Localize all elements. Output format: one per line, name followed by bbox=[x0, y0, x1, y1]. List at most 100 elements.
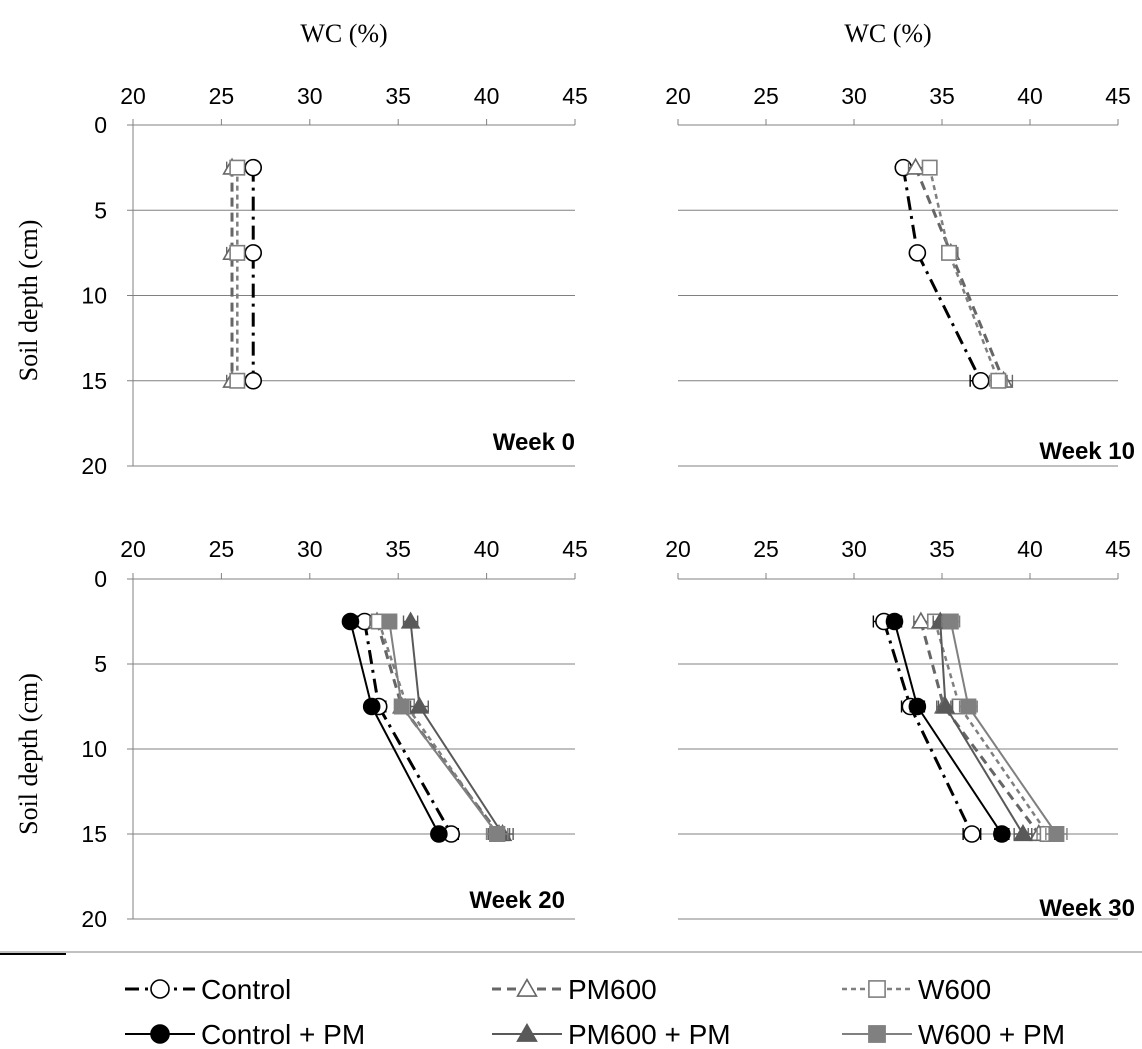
series-line bbox=[928, 167, 1000, 382]
x-tick-label: 30 bbox=[297, 536, 323, 562]
series-pm600_pm bbox=[400, 611, 514, 842]
legend-entry-w600: W600 bbox=[842, 974, 991, 1005]
series-control bbox=[872, 612, 982, 843]
panel-1: 20 25 30 35 40 45 0 5 10 15 20 WC (%) Soil depth (cm… bbox=[14, 19, 588, 479]
data-point bbox=[244, 371, 263, 390]
x-axis-label: WC (%) bbox=[300, 19, 387, 48]
legend-entry-control_pm: Control + PM bbox=[125, 1019, 365, 1049]
data-point bbox=[960, 698, 977, 715]
data-point bbox=[362, 697, 381, 716]
legend-label: W600 + PM bbox=[918, 1019, 1065, 1049]
x-tick-label: 40 bbox=[1017, 83, 1043, 109]
x-tick-label: 25 bbox=[753, 536, 779, 562]
panel-title: Week 20 bbox=[469, 887, 565, 914]
data-point bbox=[229, 159, 246, 176]
series-w600 bbox=[229, 159, 246, 389]
x-tick-label: 40 bbox=[474, 536, 500, 562]
legend-marker bbox=[150, 979, 170, 999]
series-line bbox=[901, 167, 983, 382]
x-tick-label: 40 bbox=[474, 83, 500, 109]
series-line bbox=[377, 621, 499, 835]
data-point bbox=[341, 612, 360, 631]
x-tick-label: 35 bbox=[385, 536, 411, 562]
panel-2: 20 25 30 35 40 45 WC (%) Week 10 bbox=[665, 19, 1135, 467]
data-point bbox=[400, 611, 421, 629]
legend-marker bbox=[516, 977, 538, 997]
legend-label: PM600 + PM bbox=[568, 1019, 731, 1049]
data-point bbox=[409, 696, 430, 714]
series-pm600 bbox=[222, 157, 242, 388]
x-tick-label: 40 bbox=[1017, 536, 1043, 562]
legend-label: Control + PM bbox=[201, 1019, 365, 1049]
series-w600 bbox=[921, 159, 1008, 389]
legend-marker bbox=[150, 1024, 170, 1044]
data-point bbox=[941, 244, 958, 261]
y-tick-label: 15 bbox=[81, 368, 107, 394]
series-line bbox=[409, 621, 504, 835]
panel-title: Week 10 bbox=[1039, 438, 1135, 465]
data-point bbox=[430, 825, 448, 843]
y-tick-label: 0 bbox=[94, 112, 107, 138]
x-tick-label: 35 bbox=[385, 83, 411, 109]
legend-entry-w600_pm: W600 + PM bbox=[842, 1019, 1065, 1049]
data-point bbox=[911, 611, 931, 629]
data-point bbox=[963, 825, 981, 843]
x-tick-label: 25 bbox=[209, 536, 235, 562]
data-point bbox=[244, 158, 263, 177]
legend-marker bbox=[516, 1022, 538, 1042]
panel-4: 20 25 30 35 40 45 Week 30 bbox=[665, 536, 1135, 922]
data-point bbox=[885, 612, 904, 631]
data-point bbox=[244, 244, 263, 262]
x-tick-label: 35 bbox=[929, 83, 955, 109]
data-point bbox=[990, 372, 1007, 389]
data-point bbox=[921, 159, 938, 176]
legend-entry-pm600: PM600 bbox=[492, 974, 657, 1005]
legend-marker bbox=[868, 1025, 886, 1043]
legend-entry-pm600_pm: PM600 + PM bbox=[492, 1019, 731, 1049]
data-point bbox=[381, 613, 398, 630]
x-tick-label: 25 bbox=[209, 83, 235, 109]
series-line bbox=[933, 621, 1049, 835]
series-w600_pm bbox=[381, 613, 509, 842]
data-point bbox=[905, 157, 926, 175]
legend-label: W600 bbox=[918, 974, 991, 1005]
legend-entry-control: Control bbox=[125, 974, 291, 1005]
series-control_pm bbox=[885, 612, 1011, 843]
legend-label: PM600 bbox=[568, 974, 657, 1005]
series-line bbox=[914, 167, 1005, 382]
y-tick-label: 10 bbox=[81, 283, 107, 309]
x-tick-label: 30 bbox=[841, 536, 867, 562]
y-tick-label: 10 bbox=[81, 736, 107, 762]
x-axis-label: WC (%) bbox=[844, 19, 931, 48]
legend-label: Control bbox=[201, 974, 291, 1005]
data-point bbox=[1013, 823, 1033, 842]
x-tick-label: 20 bbox=[120, 83, 146, 109]
panel-title: Week 30 bbox=[1039, 895, 1135, 922]
y-tick-label: 20 bbox=[81, 453, 107, 479]
data-point bbox=[993, 825, 1011, 843]
data-point bbox=[1048, 825, 1065, 842]
series-control bbox=[894, 158, 992, 390]
panel-3: 20 25 30 35 40 45 0 5 10 15 20 Soil depth (cm) Week … bbox=[14, 536, 588, 932]
x-tick-label: 20 bbox=[665, 83, 691, 109]
series-pm600 bbox=[905, 157, 1014, 388]
data-point bbox=[393, 698, 410, 715]
x-tick-label: 20 bbox=[120, 536, 146, 562]
legend-marker bbox=[868, 980, 886, 998]
y-tick-label: 5 bbox=[94, 651, 107, 677]
series-line bbox=[893, 621, 1003, 835]
panel-title: Week 0 bbox=[493, 429, 575, 456]
x-tick-label: 25 bbox=[753, 83, 779, 109]
series-control_pm bbox=[341, 612, 448, 843]
series-line bbox=[363, 621, 453, 835]
x-tick-label: 45 bbox=[1105, 83, 1131, 109]
x-tick-label: 45 bbox=[1105, 536, 1131, 562]
x-tick-label: 45 bbox=[562, 536, 588, 562]
data-point bbox=[229, 372, 246, 389]
data-point bbox=[935, 696, 956, 714]
series-w600_pm bbox=[941, 613, 1068, 842]
series-control bbox=[244, 158, 263, 390]
x-tick-label: 30 bbox=[841, 83, 867, 109]
y-tick-label: 0 bbox=[94, 566, 107, 592]
